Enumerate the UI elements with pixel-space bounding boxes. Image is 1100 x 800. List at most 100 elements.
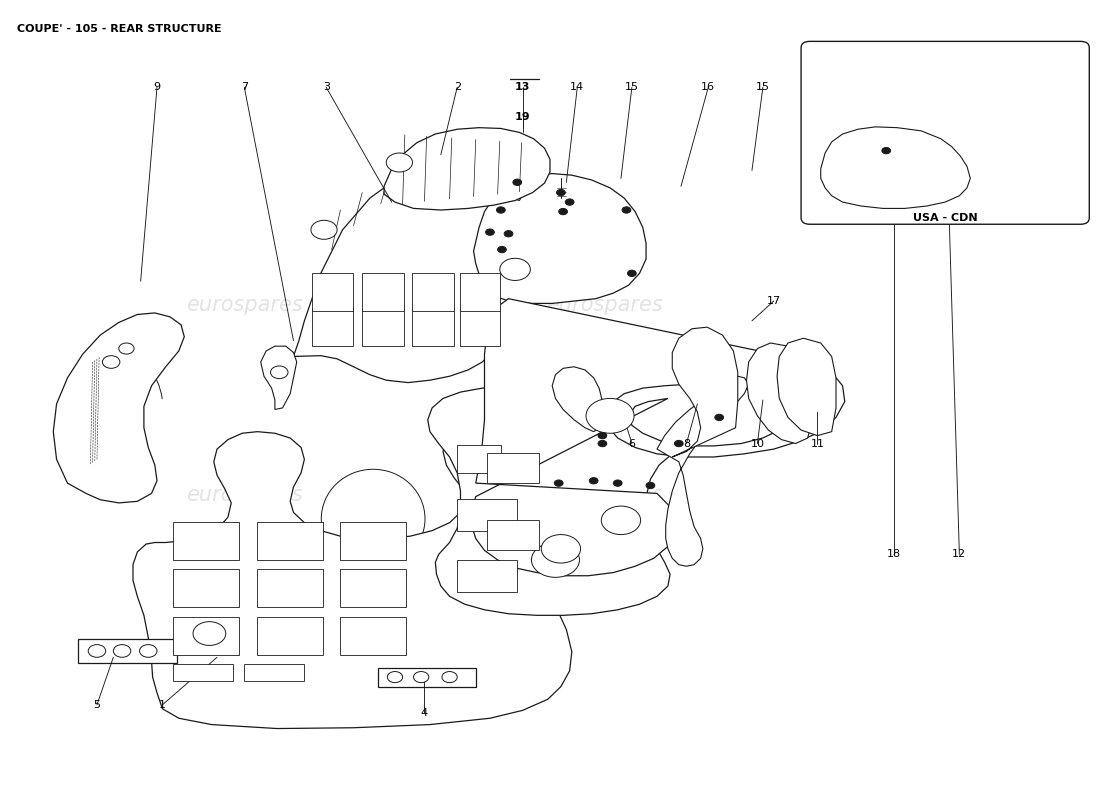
Circle shape: [614, 480, 623, 486]
Circle shape: [559, 209, 568, 214]
Bar: [412, 274, 454, 311]
Polygon shape: [747, 343, 814, 443]
Circle shape: [715, 414, 724, 421]
Polygon shape: [512, 177, 524, 201]
Circle shape: [602, 506, 640, 534]
Text: eurospares: eurospares: [186, 295, 302, 315]
Polygon shape: [777, 338, 836, 436]
Circle shape: [674, 440, 683, 446]
Bar: [257, 522, 323, 560]
Text: 19: 19: [515, 111, 530, 122]
Bar: [461, 274, 499, 311]
Circle shape: [621, 207, 630, 213]
Bar: [257, 570, 323, 607]
Text: 4: 4: [421, 708, 428, 718]
Circle shape: [598, 433, 607, 438]
Circle shape: [531, 542, 580, 578]
Circle shape: [557, 190, 565, 196]
Circle shape: [414, 671, 429, 682]
Bar: [174, 664, 233, 681]
Polygon shape: [672, 327, 738, 457]
Polygon shape: [474, 174, 646, 303]
Bar: [461, 308, 499, 346]
Circle shape: [590, 478, 598, 484]
Circle shape: [513, 179, 521, 186]
Bar: [174, 570, 239, 607]
Bar: [257, 617, 323, 655]
Text: 11: 11: [811, 438, 825, 449]
Text: 15: 15: [756, 82, 770, 92]
Polygon shape: [261, 346, 297, 410]
Bar: [458, 560, 517, 591]
Circle shape: [627, 270, 636, 277]
Bar: [174, 522, 239, 560]
Text: 18: 18: [887, 550, 901, 559]
Bar: [312, 274, 353, 311]
Text: 5: 5: [94, 700, 100, 710]
Bar: [412, 308, 454, 346]
Polygon shape: [657, 376, 749, 566]
Circle shape: [387, 671, 403, 682]
Circle shape: [311, 220, 337, 239]
Polygon shape: [428, 384, 701, 615]
Bar: [244, 664, 305, 681]
Circle shape: [496, 207, 505, 213]
Circle shape: [499, 258, 530, 281]
Circle shape: [119, 343, 134, 354]
Text: 12: 12: [953, 550, 967, 559]
Text: 16: 16: [702, 82, 715, 92]
Polygon shape: [78, 639, 177, 663]
Bar: [362, 308, 404, 346]
Circle shape: [485, 229, 494, 235]
Text: 6: 6: [628, 438, 636, 449]
Text: 1: 1: [160, 700, 166, 710]
Bar: [340, 570, 406, 607]
Bar: [362, 274, 404, 311]
Circle shape: [113, 645, 131, 658]
Circle shape: [882, 147, 891, 154]
Polygon shape: [384, 128, 550, 210]
Circle shape: [565, 199, 574, 206]
Circle shape: [598, 440, 607, 446]
Bar: [340, 617, 406, 655]
Bar: [312, 308, 353, 346]
Circle shape: [497, 246, 506, 253]
Text: 7: 7: [241, 82, 248, 92]
Polygon shape: [472, 298, 845, 576]
Text: eurospares: eurospares: [547, 485, 663, 505]
Circle shape: [192, 622, 226, 646]
Polygon shape: [53, 313, 185, 503]
Text: 9: 9: [153, 82, 161, 92]
Text: eurospares: eurospares: [186, 485, 302, 505]
Text: 14: 14: [570, 82, 584, 92]
Polygon shape: [377, 667, 476, 686]
Text: eurospares: eurospares: [547, 295, 663, 315]
Bar: [486, 453, 539, 483]
Circle shape: [442, 671, 458, 682]
Bar: [174, 617, 239, 655]
Circle shape: [88, 645, 106, 658]
Circle shape: [102, 356, 120, 368]
Circle shape: [541, 534, 581, 563]
Bar: [458, 445, 500, 473]
Polygon shape: [133, 426, 572, 729]
Text: USA - CDN: USA - CDN: [913, 213, 978, 223]
Bar: [340, 522, 406, 560]
Circle shape: [646, 482, 654, 489]
Text: 15: 15: [625, 82, 639, 92]
Circle shape: [504, 230, 513, 237]
Text: 2: 2: [453, 82, 461, 92]
Circle shape: [140, 645, 157, 658]
Polygon shape: [552, 366, 603, 432]
Text: 3: 3: [322, 82, 330, 92]
Text: 8: 8: [683, 438, 690, 449]
Bar: [486, 520, 539, 550]
Bar: [458, 499, 517, 530]
Circle shape: [271, 366, 288, 378]
Text: COUPE' - 105 - REAR STRUCTURE: COUPE' - 105 - REAR STRUCTURE: [18, 24, 222, 34]
Circle shape: [386, 153, 412, 172]
Polygon shape: [294, 158, 556, 382]
Text: 17: 17: [767, 296, 781, 306]
Circle shape: [554, 480, 563, 486]
Text: 10: 10: [750, 438, 764, 449]
